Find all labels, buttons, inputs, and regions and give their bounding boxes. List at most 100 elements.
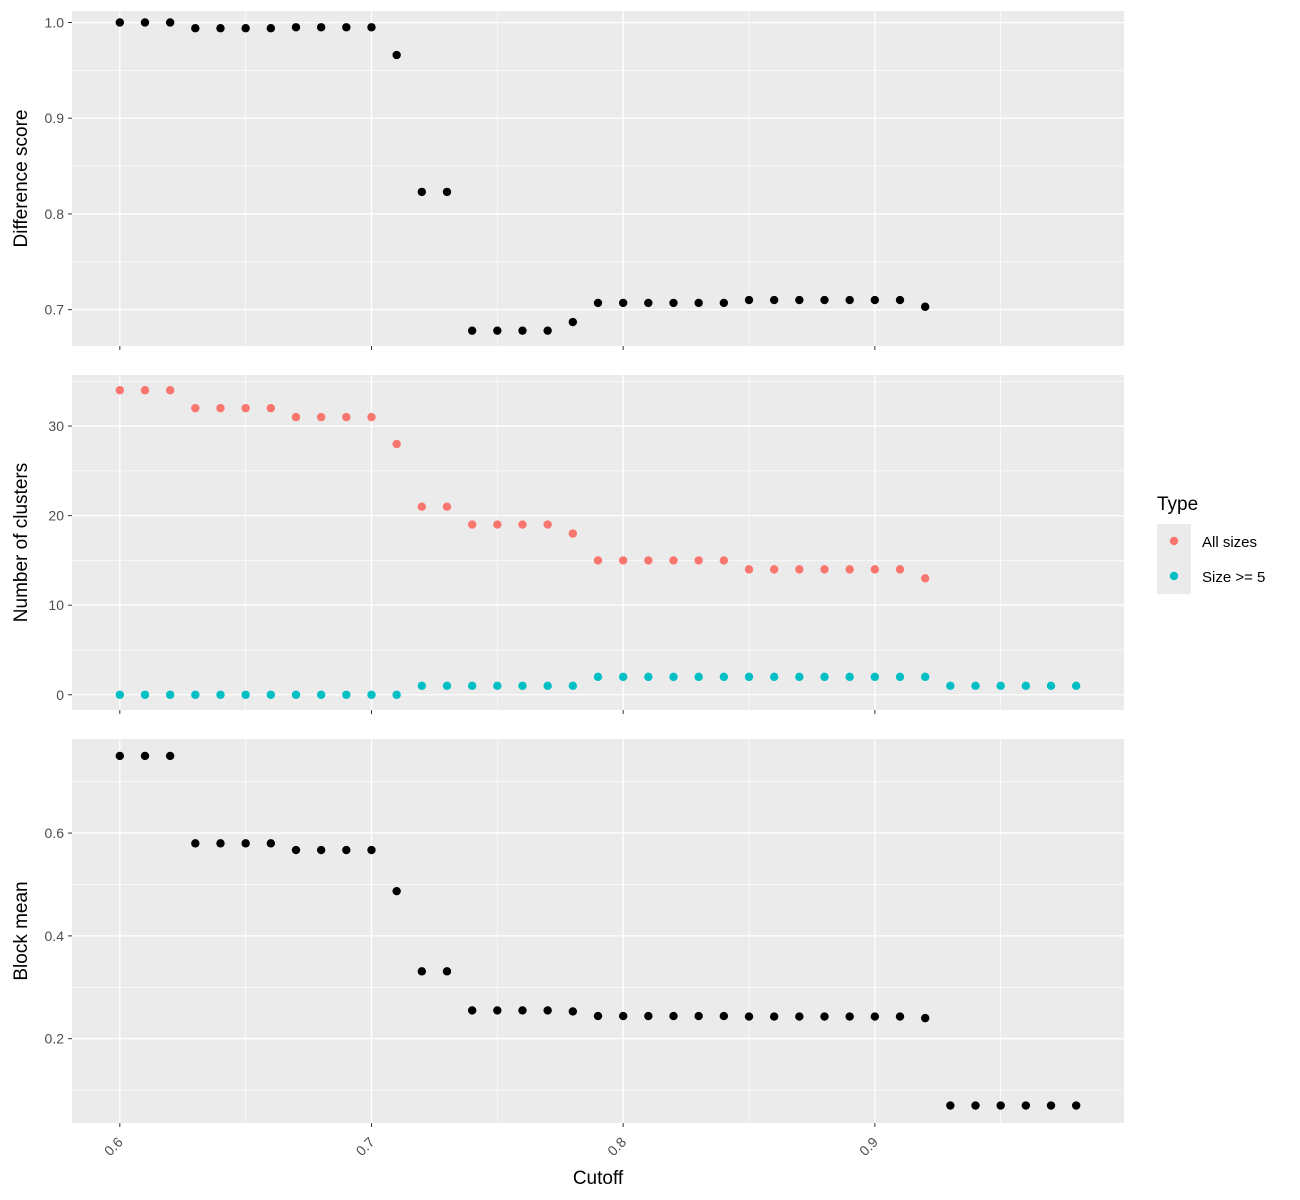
data-point — [467, 681, 477, 691]
data-point — [342, 845, 351, 855]
grid — [72, 11, 1124, 346]
data-point — [342, 23, 351, 32]
data-point — [568, 317, 578, 327]
data-point — [266, 24, 276, 33]
panel-background — [72, 739, 1124, 1123]
y-tick-label: 0.9 — [45, 110, 65, 126]
data-point — [266, 403, 276, 413]
data-point — [845, 1012, 854, 1021]
data-point — [115, 386, 125, 395]
series-1 — [115, 386, 930, 583]
data-point — [593, 1011, 603, 1021]
data-point — [795, 565, 804, 574]
panel-background — [72, 375, 1124, 710]
data-point — [744, 672, 754, 682]
data-point — [367, 690, 376, 699]
data-point — [744, 565, 754, 574]
data-point — [392, 50, 401, 60]
data-point — [392, 886, 401, 896]
data-point — [971, 681, 980, 691]
data-point — [593, 556, 603, 565]
data-point — [870, 1012, 880, 1021]
data-point — [216, 690, 225, 699]
legend-key-background — [1157, 524, 1191, 594]
data-point — [694, 556, 703, 565]
data-point — [216, 24, 225, 33]
data-point — [895, 1012, 905, 1021]
legend-label-size-ge-5: Size >= 5 — [1202, 569, 1265, 586]
data-point — [191, 839, 200, 848]
data-point — [820, 1012, 829, 1021]
data-point — [769, 565, 779, 574]
y-tick-label: 0 — [56, 687, 64, 703]
y-axis-title: Block mean — [11, 881, 32, 980]
data-point — [543, 681, 552, 691]
data-point — [367, 845, 376, 855]
data-point — [895, 565, 905, 574]
data-point — [920, 1013, 930, 1023]
data-point — [266, 690, 276, 699]
data-point — [644, 1011, 653, 1021]
data-point — [820, 295, 829, 305]
data-point — [694, 298, 703, 308]
data-point — [140, 18, 150, 27]
data-point — [669, 672, 678, 682]
data-point — [115, 751, 125, 761]
data-point — [115, 18, 125, 27]
data-point — [870, 565, 880, 574]
data-point — [769, 1012, 779, 1021]
data-point — [1071, 1101, 1081, 1110]
data-point — [442, 681, 452, 691]
data-point — [518, 326, 527, 335]
data-point — [493, 1006, 502, 1015]
y-tick-label: 30 — [48, 418, 64, 434]
data-point — [266, 839, 276, 848]
series-1 — [115, 751, 1081, 1110]
x-axis-title: Cutoff — [573, 1168, 624, 1189]
data-point — [568, 681, 578, 691]
data-point — [518, 520, 527, 529]
data-point — [140, 751, 150, 761]
data-point — [946, 681, 955, 691]
data-point — [1021, 1101, 1031, 1110]
panels: 0.7 0.8 0.9 1.0 Difference score 0 10 20 30 Numbe… — [11, 11, 1124, 1159]
data-point — [467, 1006, 477, 1015]
data-point — [417, 187, 427, 197]
data-point — [342, 412, 351, 422]
data-point — [140, 690, 150, 699]
data-point — [367, 23, 376, 32]
data-point — [1071, 681, 1081, 691]
y-tick-label: 20 — [48, 508, 64, 524]
data-point — [870, 295, 880, 305]
data-point — [644, 672, 653, 682]
data-point — [593, 298, 603, 308]
data-point — [644, 556, 653, 565]
data-point — [669, 556, 678, 565]
data-point — [543, 326, 552, 335]
data-point — [316, 845, 326, 855]
data-point — [769, 295, 779, 305]
data-point — [493, 681, 502, 691]
data-point — [920, 302, 930, 311]
y-tick-label: 0.7 — [45, 302, 65, 318]
data-point — [669, 1011, 678, 1021]
data-point — [996, 1101, 1005, 1110]
legend: Type All sizes Size >= 5 — [1157, 494, 1265, 594]
data-point — [719, 1011, 729, 1021]
data-point — [946, 1101, 955, 1110]
data-point — [442, 502, 452, 511]
data-point — [241, 839, 250, 848]
legend-title: Type — [1157, 494, 1198, 515]
panel-2: 0 10 20 30 Number of clusters — [11, 375, 1124, 714]
data-point — [719, 556, 729, 565]
data-point — [392, 690, 401, 699]
data-point — [241, 690, 250, 699]
data-point — [417, 502, 427, 511]
data-point — [795, 1012, 804, 1021]
data-point — [1046, 1101, 1056, 1110]
data-point — [644, 298, 653, 308]
data-point — [216, 839, 225, 848]
data-point — [719, 298, 729, 308]
